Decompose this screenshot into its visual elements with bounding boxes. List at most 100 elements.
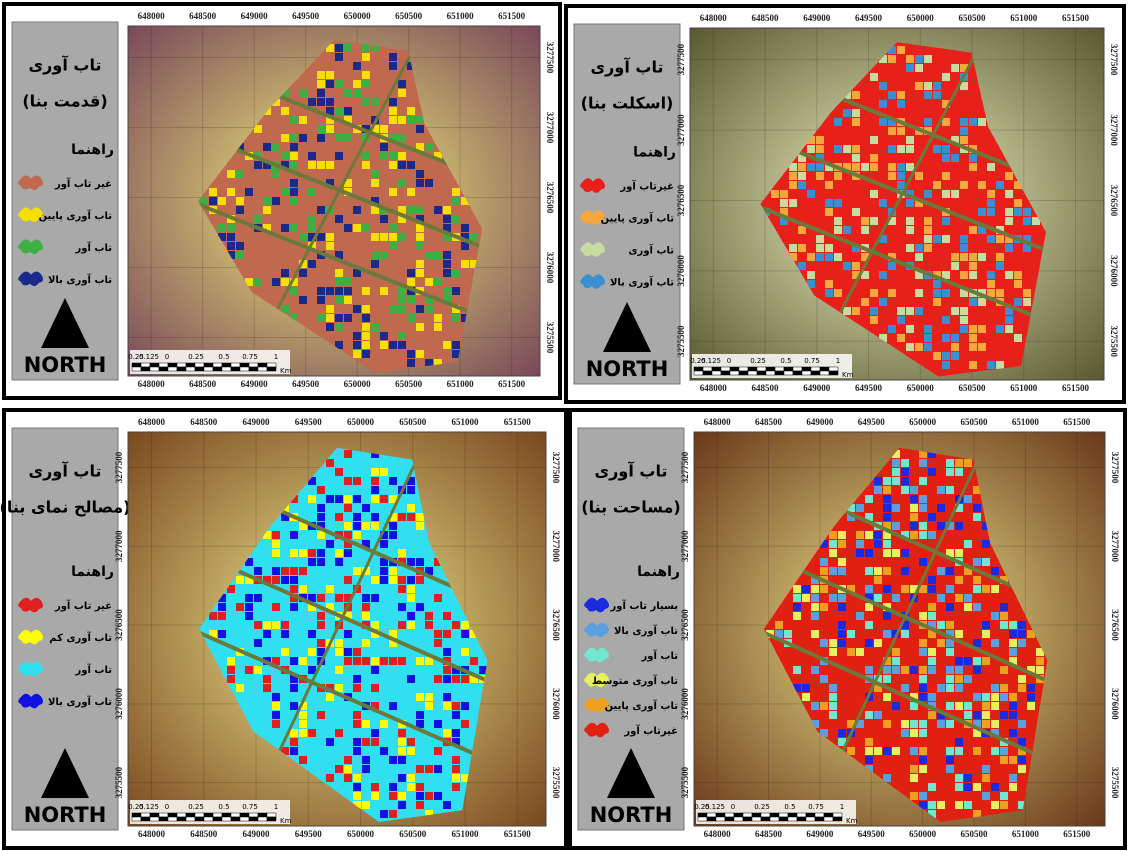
map-parcel: [946, 729, 954, 737]
map-parcel: [434, 711, 442, 719]
map-parcel: [780, 190, 788, 198]
map-parcel: [425, 747, 433, 755]
map-parcel: [865, 558, 873, 566]
north-label: NORTH: [586, 357, 669, 381]
map-parcel: [335, 332, 343, 340]
y-tick-label: 3276500: [545, 182, 555, 214]
map-parcel: [802, 621, 810, 629]
map-parcel: [942, 253, 950, 261]
map-parcel: [434, 350, 442, 358]
map-parcel: [425, 197, 433, 205]
map-parcel: [771, 217, 779, 225]
map-parcel: [807, 253, 815, 261]
map-parcel: [946, 810, 954, 818]
map-parcel: [290, 522, 298, 530]
map-parcel: [389, 549, 397, 557]
map-parcel: [254, 197, 262, 205]
map-parcel: [389, 621, 397, 629]
map-parcel: [919, 639, 927, 647]
map-parcel: [416, 260, 424, 268]
map-parcel: [443, 287, 451, 295]
x-tick-label: 651000: [1010, 383, 1038, 393]
map-parcel: [960, 298, 968, 306]
map-parcel: [942, 325, 950, 333]
map-parcel: [317, 630, 325, 638]
map-parcel: [793, 612, 801, 620]
map-parcel: [973, 495, 981, 503]
map-parcel: [820, 666, 828, 674]
map-parcel: [425, 765, 433, 773]
map-parcel: [335, 53, 343, 61]
map-parcel: [389, 792, 397, 800]
map-parcel: [335, 594, 343, 602]
map-parcel: [425, 711, 433, 719]
map-parcel: [434, 603, 442, 611]
map-parcel: [928, 756, 936, 764]
map-parcel: [362, 170, 370, 178]
map-parcel: [326, 269, 334, 277]
map-parcel: [272, 549, 280, 557]
x-tick-label: 648000: [138, 417, 166, 427]
map-parcel: [987, 307, 995, 315]
map-parcel: [933, 64, 941, 72]
map-parcel: [960, 361, 968, 369]
map-parcel: [879, 298, 887, 306]
map-parcel: [838, 702, 846, 710]
map-parcel: [398, 747, 406, 755]
map-parcel: [389, 242, 397, 250]
map-parcel: [982, 666, 990, 674]
map-parcel: [317, 314, 325, 322]
map-parcel: [272, 116, 280, 124]
map-parcel: [883, 756, 891, 764]
map-parcel: [416, 359, 424, 367]
map-parcel: [888, 325, 896, 333]
map-parcel: [973, 747, 981, 755]
map-parcel: [308, 747, 316, 755]
map-parcel: [946, 675, 954, 683]
map-parcel: [856, 549, 864, 557]
x-tick-label: 648500: [755, 417, 783, 427]
map-parcel: [380, 603, 388, 611]
map-parcel: [1014, 253, 1022, 261]
map-parcel: [915, 172, 923, 180]
map-parcel: [227, 197, 235, 205]
map-parcel: [829, 549, 837, 557]
x-tick-label: 651500: [1062, 383, 1090, 393]
map-parcel: [407, 269, 415, 277]
map-parcel: [928, 513, 936, 521]
map-parcel: [398, 585, 406, 593]
map-parcel: [371, 107, 379, 115]
legend-label: غیر تاب آور: [54, 177, 112, 190]
map-parcel: [425, 233, 433, 241]
map-parcel: [425, 341, 433, 349]
map-parcel: [317, 98, 325, 106]
map-parcel: [299, 495, 307, 503]
map-parcel: [416, 756, 424, 764]
map-parcel: [870, 145, 878, 153]
map-parcel: [924, 253, 932, 261]
map-parcel: [452, 675, 460, 683]
map-parcel: [915, 91, 923, 99]
map-parcel: [398, 459, 406, 467]
scale-segment: [725, 817, 734, 821]
map-parcel: [951, 352, 959, 360]
map-parcel: [973, 594, 981, 602]
map-parcel: [942, 73, 950, 81]
map-parcel: [919, 774, 927, 782]
map-parcel: [290, 747, 298, 755]
map-parcel: [299, 215, 307, 223]
map-parcel: [371, 143, 379, 151]
map-parcel: [937, 693, 945, 701]
map-parcel: [834, 244, 842, 252]
map-parcel: [227, 594, 235, 602]
map-parcel: [452, 215, 460, 223]
map-parcel: [933, 100, 941, 108]
map-parcel: [978, 136, 986, 144]
map-parcel: [290, 224, 298, 232]
map-parcel: [218, 648, 226, 656]
scale-segment: [721, 371, 730, 375]
map-parcel: [906, 334, 914, 342]
map-parcel: [344, 206, 352, 214]
map-parcel: [1009, 792, 1017, 800]
map-parcel: [380, 774, 388, 782]
